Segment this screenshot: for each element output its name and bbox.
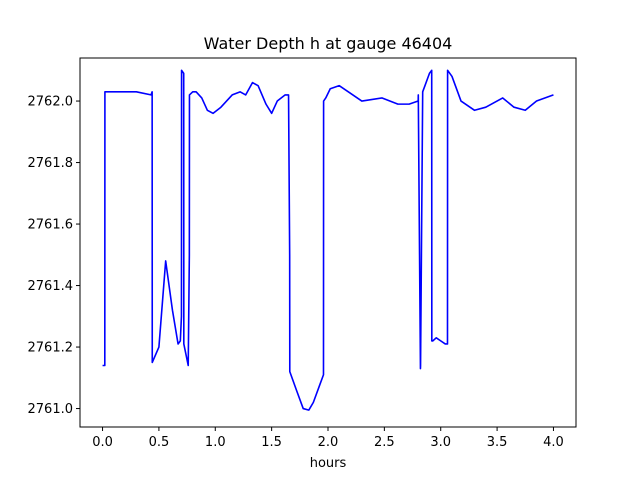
y-tick-label: 2761.2 bbox=[28, 341, 74, 356]
y-tick-label: 2762.0 bbox=[28, 95, 74, 110]
x-tick-label: 3.0 bbox=[430, 435, 451, 450]
x-axis-label: hours bbox=[310, 456, 347, 471]
x-tick-label: 0.0 bbox=[92, 435, 113, 450]
x-tick-label: 2.5 bbox=[374, 435, 395, 450]
x-tick-label: 0.5 bbox=[149, 435, 170, 450]
y-tick-label: 2761.0 bbox=[28, 402, 74, 417]
x-tick-label: 1.5 bbox=[261, 435, 282, 450]
x-tick-label: 4.0 bbox=[543, 435, 564, 450]
y-axis: 2761.0 2761.2 2761.4 2761.6 2761.8 2762.0 bbox=[28, 95, 80, 417]
chart-title: Water Depth h at gauge 46404 bbox=[204, 34, 453, 53]
x-tick-label: 3.5 bbox=[487, 435, 508, 450]
x-axis: 0.0 0.5 1.0 1.5 2.0 2.5 3.0 3.5 4.0 bbox=[92, 427, 564, 450]
y-tick-label: 2761.6 bbox=[28, 218, 74, 233]
x-tick-label: 1.0 bbox=[205, 435, 226, 450]
plot-area bbox=[102, 69, 554, 411]
water-depth-series-line bbox=[102, 69, 554, 411]
x-tick-label: 2.0 bbox=[318, 435, 339, 450]
axes-frame bbox=[79, 57, 577, 428]
y-tick-label: 2761.4 bbox=[28, 279, 74, 294]
y-tick-label: 2761.8 bbox=[28, 156, 74, 171]
